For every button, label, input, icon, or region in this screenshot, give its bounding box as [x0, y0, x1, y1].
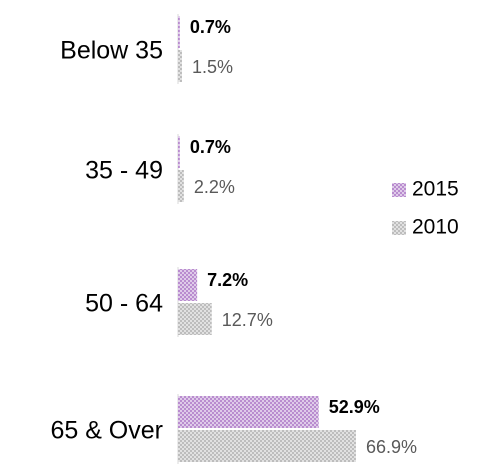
bar [178, 396, 319, 428]
category-label: Below 35 [60, 37, 163, 65]
data-label: 7.2% [207, 270, 248, 290]
bar [178, 16, 180, 48]
data-label: 0.7% [190, 137, 231, 157]
category-label: 35 - 49 [85, 157, 163, 185]
bar [178, 50, 182, 82]
legend-label: 2010 [412, 216, 459, 239]
bar [178, 136, 180, 168]
legend-swatch [392, 183, 406, 197]
data-label: 52.9% [329, 397, 380, 417]
bar [178, 170, 184, 202]
data-label: 12.7% [222, 310, 273, 330]
data-label: 66.9% [366, 437, 417, 457]
data-label: 1.5% [192, 57, 233, 77]
category-label: 65 & Over [50, 417, 163, 445]
bar [178, 303, 212, 335]
category-label: 50 - 64 [85, 290, 163, 318]
legend-swatch [392, 221, 406, 235]
bar [178, 269, 198, 301]
legend-label: 2015 [412, 178, 459, 201]
data-label: 2.2% [194, 177, 235, 197]
bar [178, 430, 356, 462]
data-label: 0.7% [190, 17, 231, 37]
